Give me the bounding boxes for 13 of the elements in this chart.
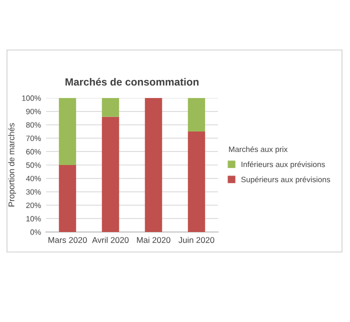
y-axis-title: Proportion de marchés	[8, 123, 16, 206]
bar	[188, 98, 206, 132]
x-tick-label: Avril 2020	[92, 236, 129, 243]
bar	[188, 132, 206, 232]
x-tick-label: Juin 2020	[178, 236, 214, 243]
x-tick-label: Mars 2020	[48, 237, 87, 243]
bar	[58, 98, 76, 165]
x-tick-label: Mai 2020	[137, 236, 170, 243]
bar	[102, 98, 120, 117]
bar	[144, 98, 162, 232]
bar	[102, 116, 120, 232]
chart-title: Marchés de consommation	[66, 78, 199, 86]
bar	[58, 165, 76, 232]
